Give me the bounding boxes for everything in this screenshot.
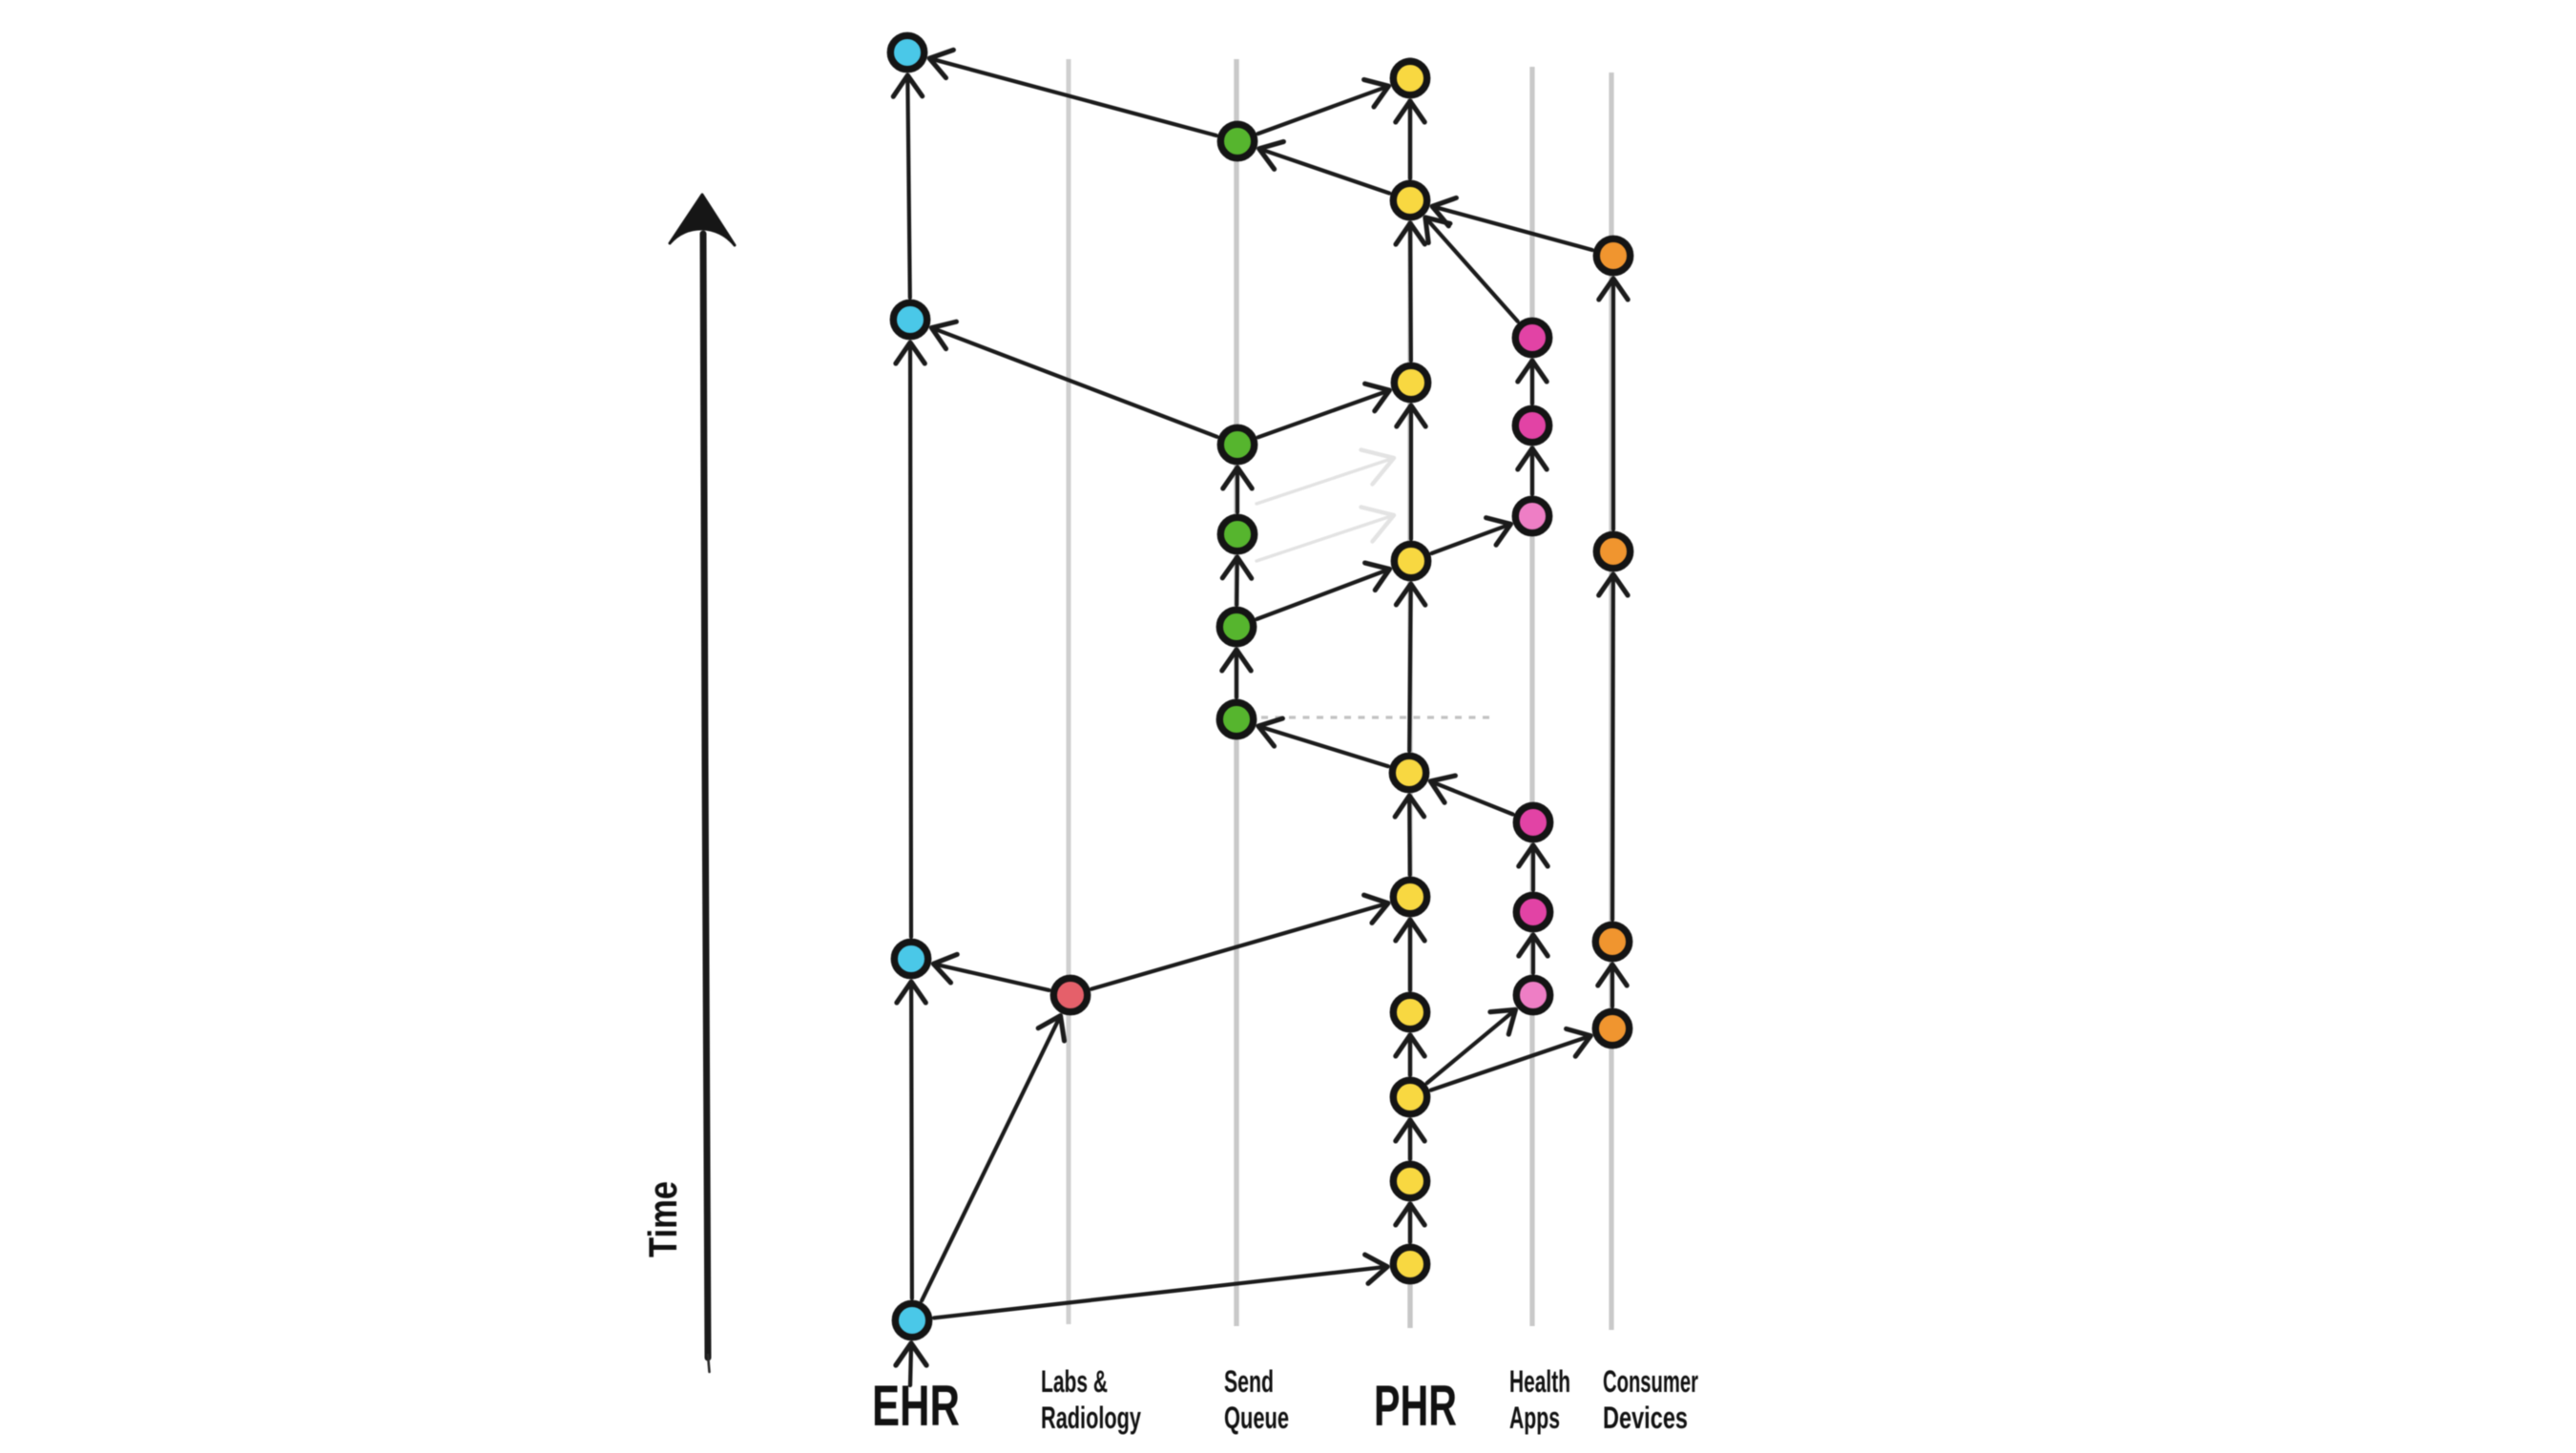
svg-text:Time: Time (640, 1181, 685, 1257)
svg-text:Send: Send (1224, 1364, 1274, 1399)
svg-text:Queue: Queue (1224, 1401, 1289, 1435)
svg-text:Consumer: Consumer (1603, 1364, 1698, 1399)
svg-text:Devices: Devices (1603, 1401, 1688, 1435)
svg-text:Labs &: Labs & (1041, 1364, 1108, 1399)
svg-text:Radiology: Radiology (1041, 1401, 1141, 1435)
svg-text:Apps: Apps (1509, 1401, 1560, 1435)
svg-text:PHR: PHR (1374, 1374, 1457, 1438)
svg-text:Health: Health (1509, 1364, 1570, 1399)
svg-text:EHR: EHR (872, 1374, 960, 1438)
